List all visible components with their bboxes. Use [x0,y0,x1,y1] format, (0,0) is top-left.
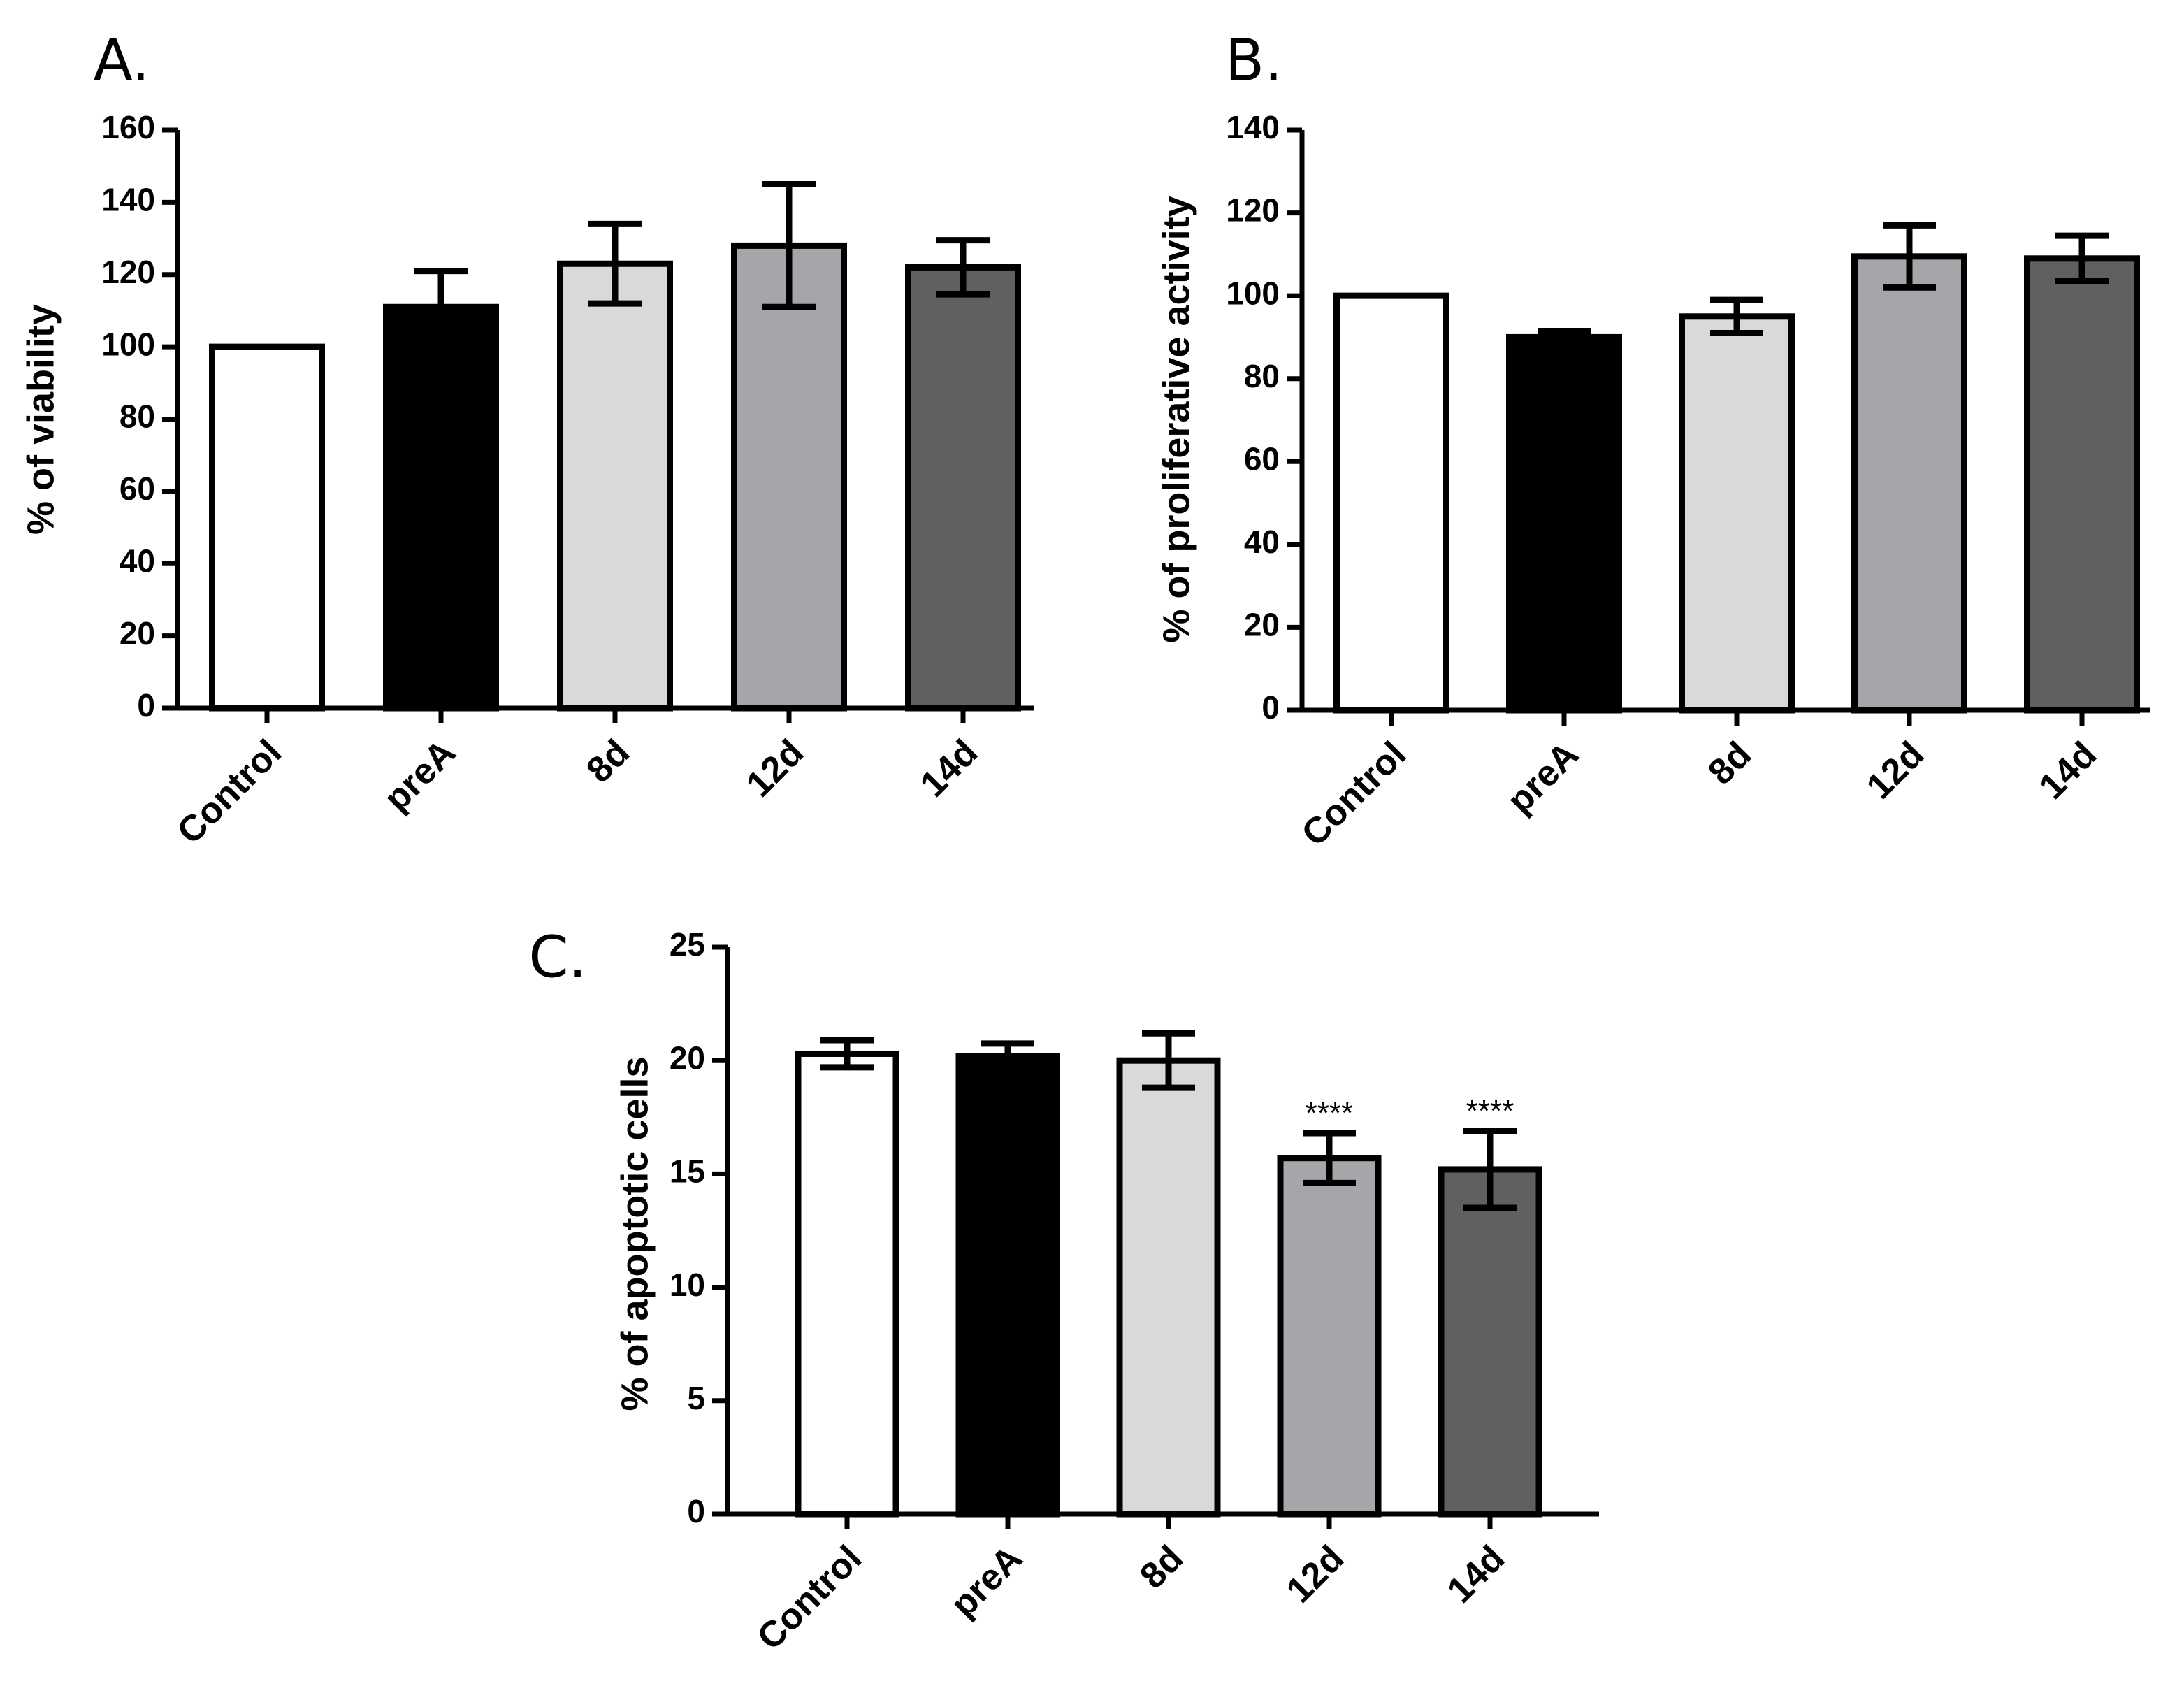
x-tick-label: Control [1294,734,1414,854]
y-tick-label: 60 [120,470,155,507]
x-tick-label: Control [169,732,289,852]
y-tick-label: 40 [120,542,155,579]
bar-12d [1277,1155,1382,1518]
y-tick-label: 60 [1244,440,1280,477]
x-tick-label: 14d [1440,1538,1512,1611]
bar-prea [1506,333,1622,714]
x-tick-label: 12d [1279,1538,1352,1611]
y-tick-label: 120 [1226,192,1280,229]
y-tick-label: 80 [120,398,155,435]
chart-panel-c: C. % of apoptotic cells Control preA 8d **** 1… [528,924,1599,1658]
bar-14d [1438,1166,1542,1518]
bar-control [209,343,325,712]
x-tick-label: preA [1499,734,1586,821]
y-tick-label: 80 [1244,358,1280,394]
bar-8d [1679,313,1795,714]
x-tick-label: 14d [913,732,985,805]
y-tick-label: 20 [1244,607,1280,643]
panel-letter: B. [1225,27,1282,94]
y-tick-label: 25 [670,926,705,963]
y-tick-label: 100 [101,326,155,362]
y-tick-label: 160 [101,109,155,145]
x-tick-label: 8d [1132,1538,1191,1597]
y-axis-title: % of apoptotic cells [614,1056,656,1411]
y-tick-label: 140 [1226,109,1280,145]
y-tick-label: 120 [101,254,155,290]
bar-14d [905,264,1021,712]
bar-8d [1116,1057,1221,1518]
bar-12d [1851,253,1967,714]
y-axis-title: % of viability [20,304,62,535]
x-tick-label: 12d [1859,734,1932,807]
y-tick-label: 20 [120,615,155,651]
x-tick-label: Control [749,1538,869,1658]
y-axis-title: % of proliferative activity [1155,196,1197,642]
panel-letter: A. [94,27,150,94]
y-tick-label: 20 [670,1039,705,1076]
chart-panel-b: B. % of proliferative activity Control preA… [1155,27,2150,854]
y-tick-label: 0 [1261,689,1280,726]
y-tick-label: 5 [687,1380,705,1416]
chart-panel-a: A. % of viability Control preA 8d 12d 14d 0 20 40… [20,27,1034,852]
x-tick-label: 12d [739,732,811,805]
significance-label: **** [1306,1096,1354,1130]
x-tick-label: 14d [2032,734,2104,807]
x-tick-label: 8d [579,732,637,791]
y-tick-label: 100 [1226,275,1280,311]
x-tick-label: preA [376,732,463,819]
significance-label: **** [1466,1094,1514,1128]
bar-12d [731,242,847,712]
y-tick-label: 15 [670,1153,705,1190]
y-tick-label: 40 [1244,524,1280,560]
bar-prea [955,1053,1060,1518]
y-tick-label: 0 [687,1493,705,1529]
bar-prea [383,303,499,712]
bar-14d [2024,255,2140,714]
bar-control [1333,292,1449,714]
bar-8d [557,260,673,712]
y-tick-label: 10 [670,1267,705,1303]
y-tick-label: 140 [101,182,155,218]
x-tick-label: 8d [1700,734,1759,793]
y-tick-label: 0 [137,687,155,723]
bar-control [795,1050,899,1518]
panel-letter: C. [528,924,586,990]
x-tick-label: preA [943,1538,1030,1625]
